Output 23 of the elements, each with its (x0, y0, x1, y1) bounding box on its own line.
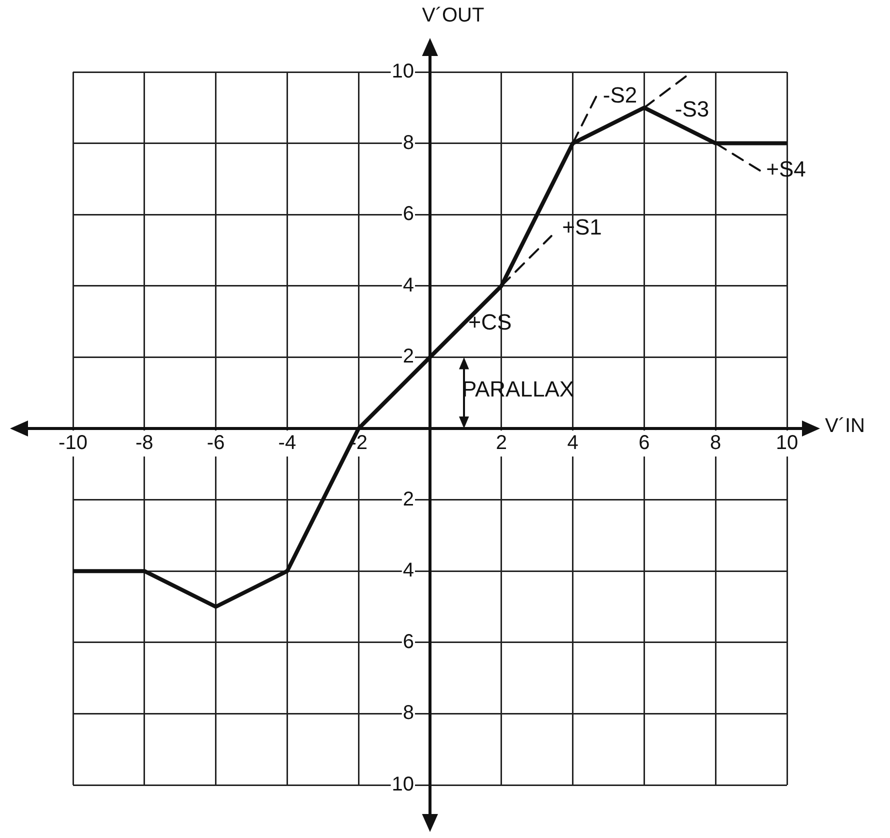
y-tick-label: 2 (402, 488, 414, 510)
y-tick-label: 6 (402, 630, 414, 653)
x-tick-label: -6 (206, 432, 225, 454)
y-tick-label: 4 (402, 274, 414, 296)
x-tick-label: -10 (58, 432, 88, 454)
x-tick-label: 8 (710, 432, 722, 454)
y-tick-label: 8 (402, 702, 414, 724)
y-tick-label: 10 (392, 774, 414, 796)
x-axis-title: V´IN (825, 415, 865, 438)
x-tick-label: 2 (496, 432, 507, 454)
y-tick-label: 6 (402, 203, 414, 226)
x-tick-label: -4 (278, 432, 296, 454)
annotation: -S2 (602, 82, 638, 108)
y-tick-label: 8 (402, 132, 414, 154)
y-tick-label: 10 (392, 60, 414, 83)
x-tick-label: -8 (136, 432, 154, 454)
x-tick-label: 4 (567, 432, 578, 454)
x-tick-label: 10 (776, 432, 798, 454)
y-tick-label: 4 (402, 560, 414, 582)
annotation: -S3 (674, 96, 710, 122)
y-axis-title: V´OUT (422, 4, 484, 27)
y-tick-label: 2 (402, 346, 414, 368)
x-tick-label: 6 (638, 432, 650, 454)
